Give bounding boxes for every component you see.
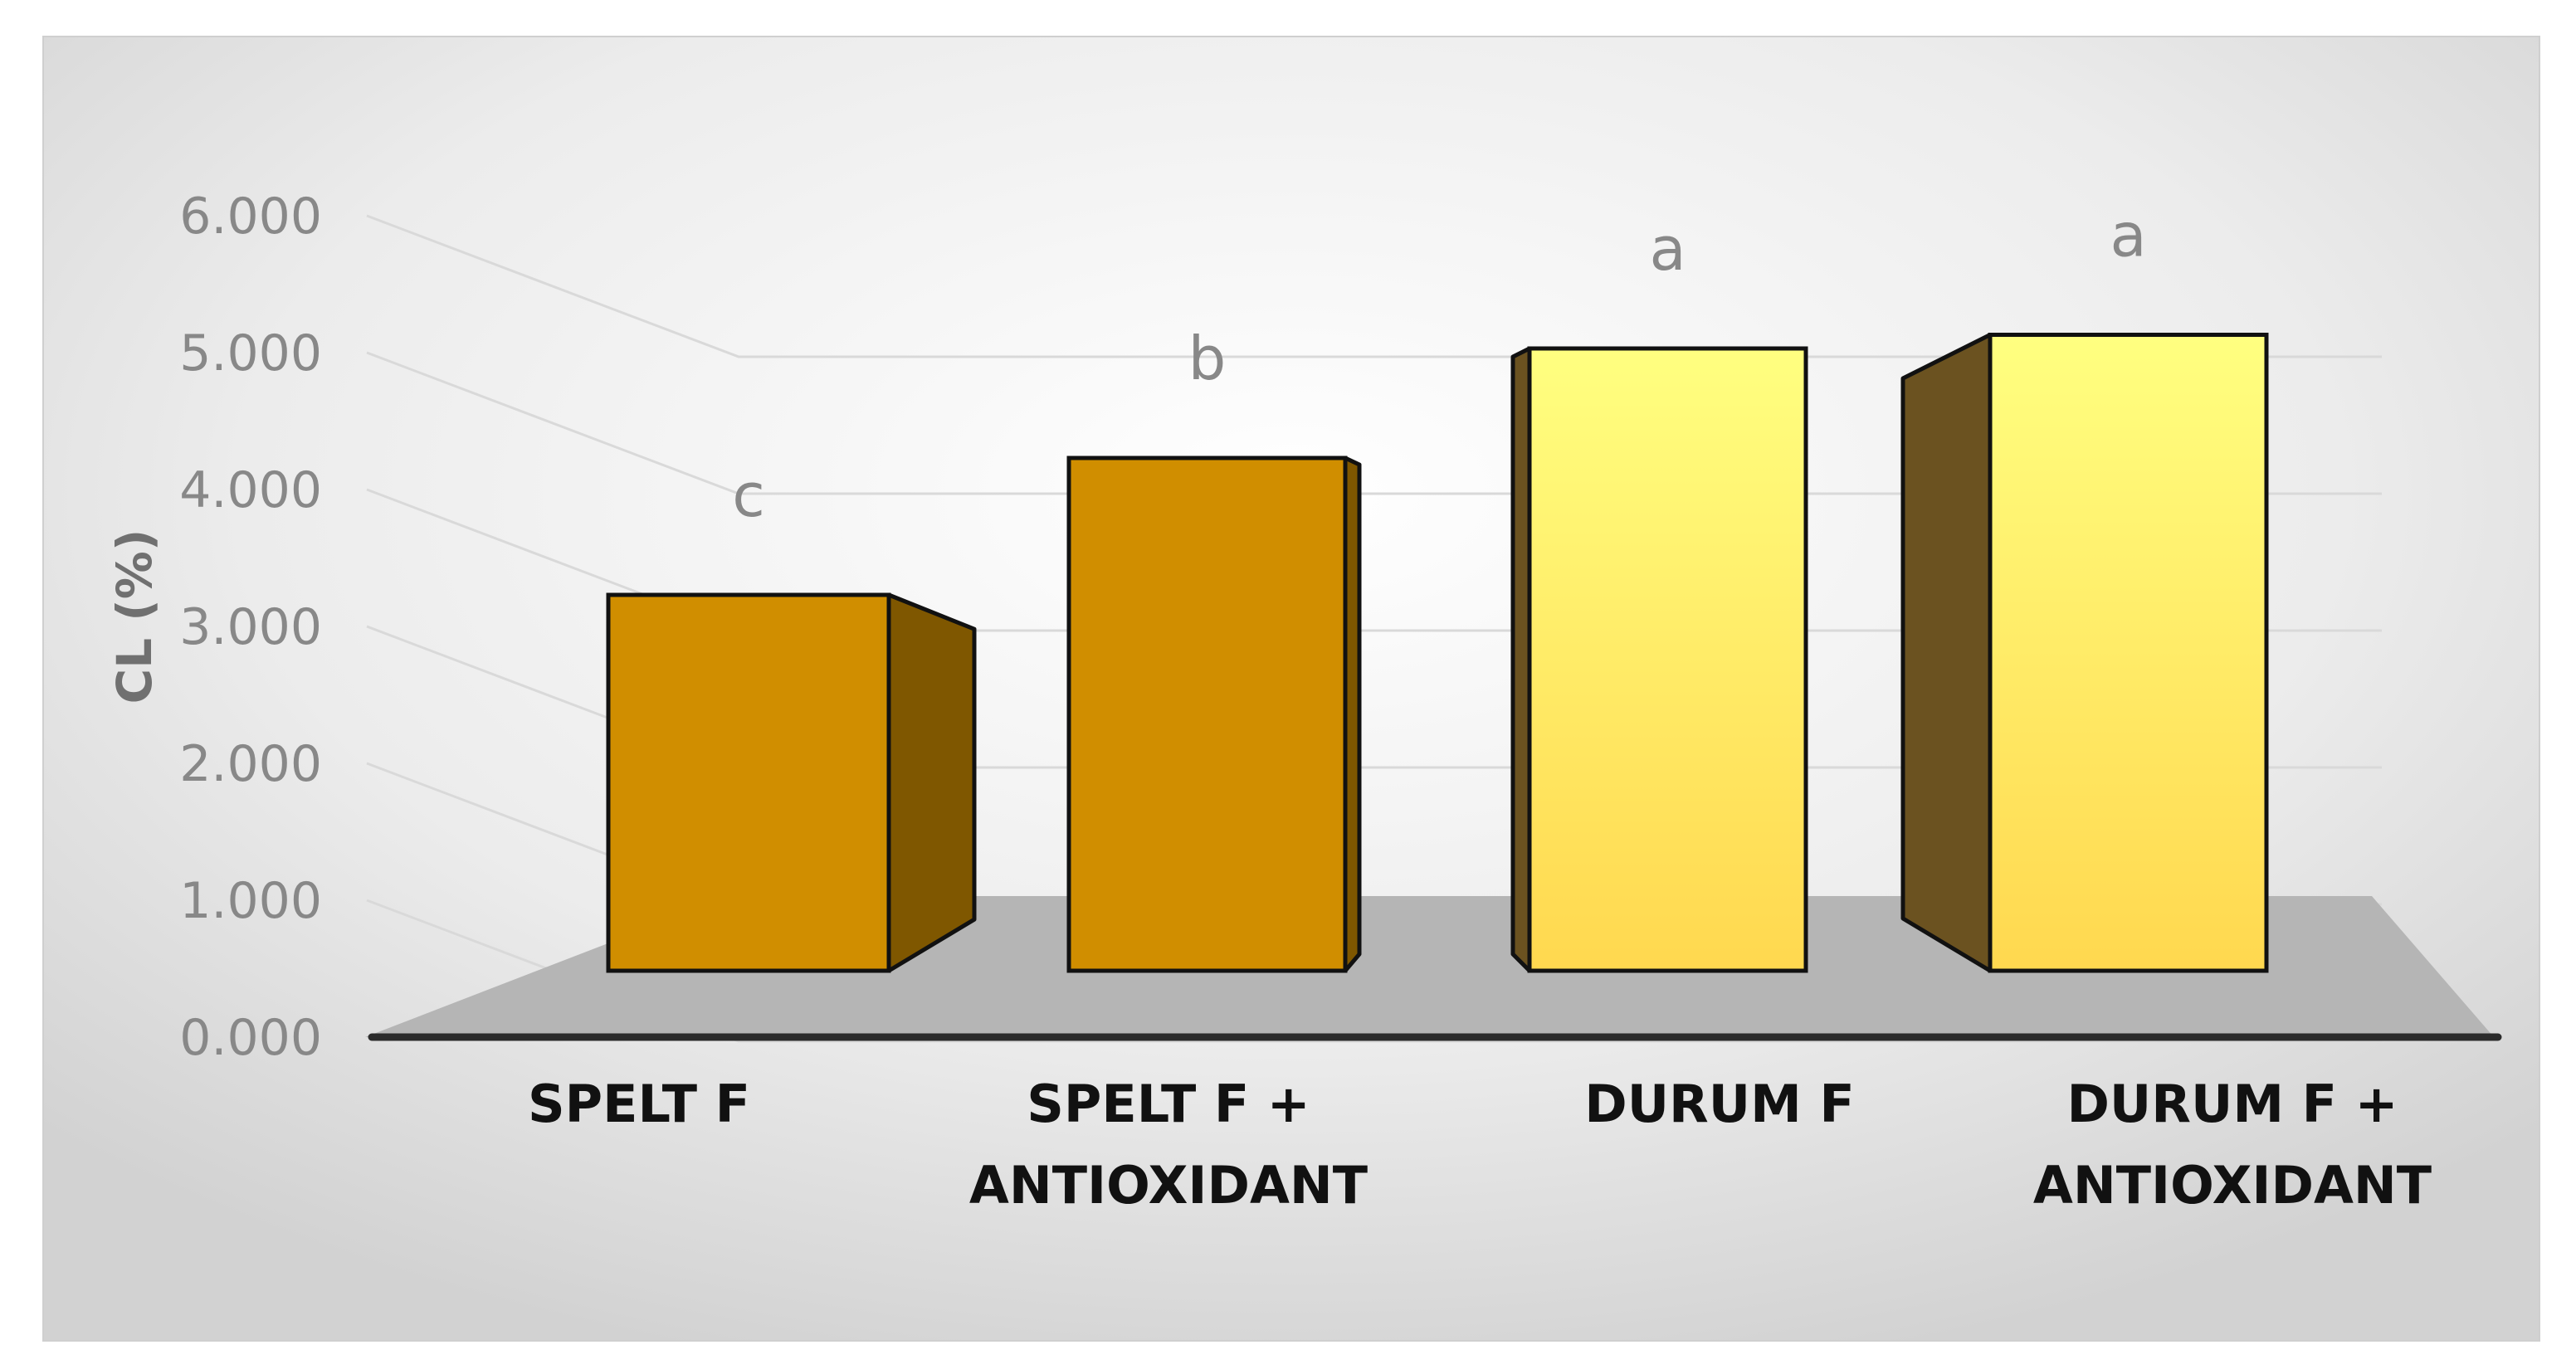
bars (606, 333, 2269, 973)
bar (1988, 333, 2269, 973)
category-label: SPELT F + ANTIOXIDANT (969, 1074, 1368, 1216)
bar-side (886, 592, 977, 973)
y-tick-label: 1.000 (179, 872, 322, 930)
significance-letter: a (1649, 214, 1686, 284)
bar (1527, 346, 1808, 973)
category-label: SPELT F (528, 1074, 750, 1134)
bar (606, 592, 891, 973)
significance-letters: c b a a (732, 201, 2146, 531)
gridline (366, 351, 2382, 495)
y-tick-label: 2.000 (179, 735, 322, 793)
bar-side (1900, 333, 1993, 973)
bar (1066, 456, 1348, 973)
y-tick-label: 5.000 (179, 324, 322, 382)
y-tick-label: 4.000 (179, 461, 322, 519)
y-tick-label: 6.000 (179, 188, 322, 246)
significance-letter: b (1188, 324, 1227, 393)
category-label: DURUM F (1584, 1074, 1855, 1134)
y-tick-label: 0.000 (179, 1009, 322, 1067)
bar-side (1510, 346, 1532, 973)
y-tick-label: 3.000 (179, 598, 322, 656)
significance-letter: c (732, 460, 765, 530)
y-axis-ticks: 0.000 1.000 2.000 3.000 4.000 5.000 6.000 (179, 188, 322, 1067)
y-axis-label: CL (%) (106, 529, 163, 704)
gridline (366, 214, 2382, 358)
bar-side (1343, 456, 1362, 973)
gridline (366, 899, 2382, 1043)
x-axis-categories: SPELT F SPELT F + ANTIOXIDANT DURUM F DURUM … (528, 1074, 2432, 1216)
significance-letter: a (2110, 201, 2146, 270)
category-label: DURUM F + ANTIOXIDANT (2033, 1074, 2432, 1216)
